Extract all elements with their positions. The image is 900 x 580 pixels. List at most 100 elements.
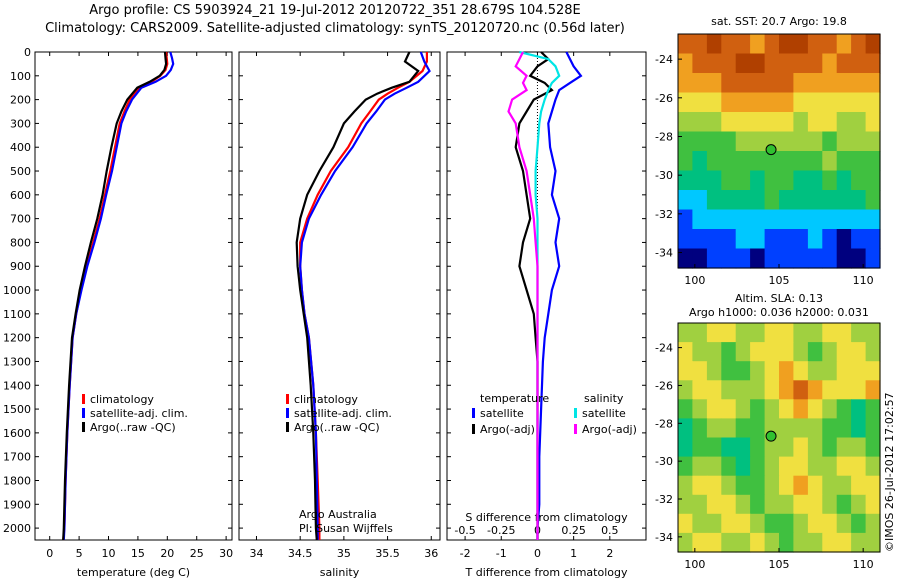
map-x-tick-label: 100: [684, 274, 705, 287]
heatmap-cell: [851, 229, 867, 250]
heatmap-cell: [807, 532, 823, 553]
heatmap-cell: [706, 323, 722, 343]
map-y-tick-label: -32: [655, 493, 673, 506]
heatmap-cell: [851, 399, 867, 419]
heatmap-cell: [822, 399, 838, 419]
heatmap-cell: [750, 151, 766, 172]
heatmap-cell: [678, 456, 693, 477]
heatmap-cell: [836, 532, 852, 553]
heatmap-cell: [779, 361, 794, 381]
heatmap-cell: [865, 209, 881, 230]
heatmap-cell: [692, 190, 708, 211]
heatmap-cell: [851, 34, 867, 55]
legend-label: Argo(..raw -QC): [90, 421, 176, 434]
heatmap-cell: [822, 418, 838, 439]
heatmap-cell: [750, 475, 766, 496]
heatmap-cell: [865, 53, 881, 74]
heatmap-cell: [851, 92, 867, 113]
heatmap-cell: [807, 92, 823, 113]
heatmap-cell: [851, 248, 867, 269]
x-tick-label: 35: [337, 547, 351, 560]
series-line-2: [299, 51, 431, 540]
x-tick-label: 30: [219, 547, 233, 560]
annotation-line-1: Argo Australia: [299, 508, 377, 521]
heatmap-cell: [851, 342, 867, 362]
heatmap-cell: [735, 494, 751, 515]
heatmap-cell: [692, 361, 708, 381]
heatmap-cell: [750, 73, 766, 94]
heatmap-cell: [692, 437, 708, 458]
heatmap-cell: [822, 209, 838, 230]
heatmap-cell: [721, 380, 737, 400]
map-y-tick-label: -24: [655, 342, 673, 355]
heatmap-cell: [750, 170, 766, 191]
heatmap-cell: [721, 73, 737, 94]
heatmap-cell: [678, 494, 693, 515]
heatmap-cell: [721, 475, 737, 496]
heatmap-cell: [822, 112, 838, 133]
heatmap-cell: [793, 209, 809, 230]
heatmap-cell: [692, 73, 708, 94]
heatmap-cell: [865, 92, 881, 113]
heatmap-cell: [692, 209, 708, 230]
heatmap-cell: [764, 380, 780, 400]
heatmap-cell: [735, 73, 751, 94]
heatmap-cell: [706, 475, 722, 496]
map-x-tick-label: 105: [769, 558, 790, 571]
heatmap-cell: [779, 399, 794, 419]
heatmap-cell: [735, 380, 751, 400]
heatmap-cell: [706, 92, 722, 113]
heatmap-cell: [678, 475, 693, 496]
legend-title-salinity: salinity: [584, 392, 624, 405]
depth-tick-label: 1800: [3, 474, 31, 487]
x-axis-label: T difference from climatology: [465, 566, 628, 579]
heatmap-cell: [678, 323, 693, 343]
heatmap-cell: [836, 92, 852, 113]
heatmap-cell: [750, 248, 766, 269]
heatmap-cell: [822, 437, 838, 458]
heatmap-cell: [764, 342, 780, 362]
heatmap-cell: [865, 112, 881, 133]
map-title: sat. SST: 20.7 Argo: 19.8: [711, 15, 847, 28]
depth-tick-label: 500: [10, 165, 31, 178]
legend-swatch: [82, 408, 85, 418]
heatmap-cell: [793, 380, 809, 400]
x-top-tick-label: -0.5: [454, 524, 475, 537]
heatmap-cell: [764, 209, 780, 230]
heatmap-cell: [779, 342, 794, 362]
heatmap-cell: [678, 229, 693, 250]
heatmap-cell: [692, 513, 708, 534]
depth-tick-label: 1700: [3, 451, 31, 464]
heatmap-cell: [721, 532, 737, 553]
heatmap-cell: [836, 112, 852, 133]
heatmap-cell: [706, 131, 722, 152]
heatmap-cell: [735, 532, 751, 553]
heatmap-cell: [692, 380, 708, 400]
heatmap-cell: [692, 112, 708, 133]
x-top-tick-label: -0.25: [487, 524, 515, 537]
heatmap-cell: [865, 475, 881, 496]
x-top-tick-label: 0.25: [561, 524, 586, 537]
depth-tick-label: 300: [10, 117, 31, 130]
heatmap-cell: [807, 323, 823, 343]
heatmap-cell: [865, 151, 881, 172]
heatmap-cell: [678, 34, 693, 55]
heatmap-cell: [865, 248, 881, 269]
map-y-tick-label: -28: [655, 130, 673, 143]
heatmap-cell: [764, 513, 780, 534]
heatmap-cell: [721, 248, 737, 269]
heatmap-cell: [721, 151, 737, 172]
heatmap-cell: [793, 73, 809, 94]
heatmap-cell: [764, 112, 780, 133]
heatmap-cell: [735, 437, 751, 458]
heatmap-cell: [851, 513, 867, 534]
heatmap-cell: [692, 53, 708, 74]
heatmap-cell: [706, 380, 722, 400]
heatmap-cell: [706, 399, 722, 419]
depth-tick-label: 1400: [3, 379, 31, 392]
heatmap-cell: [692, 131, 708, 152]
heatmap-cell: [793, 361, 809, 381]
map-x-tick-label: 110: [853, 558, 874, 571]
x-tick-label: 0: [46, 547, 53, 560]
heatmap-cell: [851, 190, 867, 211]
